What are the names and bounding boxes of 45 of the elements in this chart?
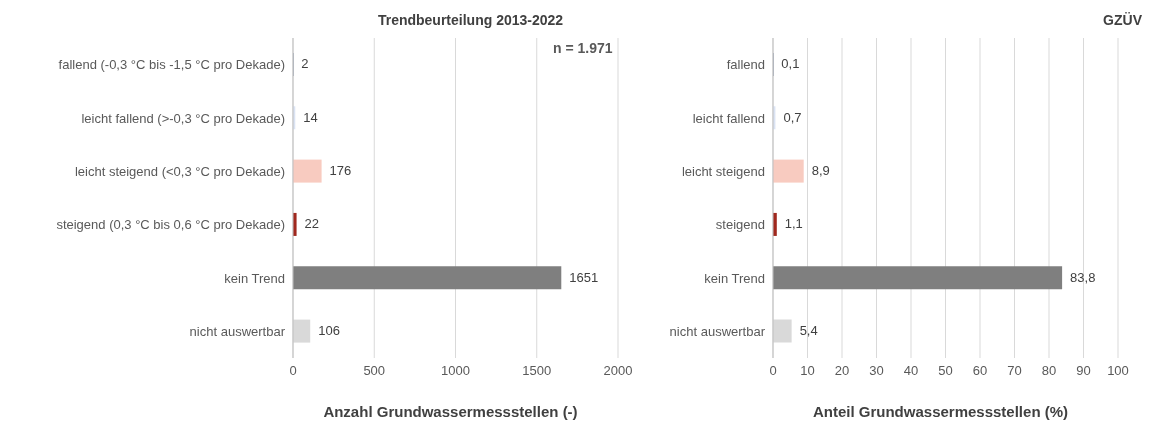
data-label: 176: [329, 163, 352, 179]
data-label: 2: [301, 56, 309, 72]
y-tick-label: leicht fallend (>-0,3 °C pro Dekade): [81, 110, 285, 126]
x-tick-label: 0: [769, 363, 777, 379]
y-tick-label: leicht steigend (<0,3 °C pro Dekade): [74, 163, 285, 179]
annotation: n = 1.971: [553, 40, 613, 56]
x-tick-label: 60: [972, 363, 988, 379]
x-tick-label: 50: [938, 363, 953, 379]
x-tick-label: 1000: [441, 363, 470, 379]
x-tick-label: 500: [363, 363, 386, 379]
y-tick-label: fallend (-0,3 °C bis -1,5 °C pro Dekade): [58, 57, 285, 73]
x-tick-label: 20: [834, 363, 850, 379]
data-label: 83,8: [1070, 269, 1096, 285]
x-tick-label: 0: [289, 363, 297, 379]
x-axis-title: Anzahl Grundwassermessstellen (-): [322, 403, 579, 420]
y-tick-label: fallend: [726, 57, 765, 73]
x-tick-label: 1500: [522, 363, 552, 379]
y-tick-label: nicht auswertbar: [669, 323, 766, 339]
x-tick-label: 100: [1107, 363, 1129, 379]
x-tick-label: 10: [800, 363, 815, 379]
data-label: 22: [304, 216, 320, 232]
chart-title: Trendbeurteilung 2013-2022: [376, 12, 565, 28]
y-tick-label: kein Trend: [704, 270, 765, 286]
x-tick-label: 70: [1007, 363, 1022, 379]
data-label: 1651: [569, 269, 599, 285]
x-axis-title: Anteil Grundwassermessstellen (%): [811, 403, 1070, 420]
data-label: 0,1: [781, 56, 800, 72]
y-tick-label: leicht fallend: [692, 110, 765, 126]
y-tick-label: steigend: [715, 217, 765, 233]
data-label: 14: [303, 109, 318, 125]
y-tick-label: steigend (0,3 °C bis 0,6 °C pro Dekade): [56, 217, 285, 233]
x-tick-label: 40: [903, 363, 919, 379]
x-tick-label: 80: [1041, 363, 1057, 379]
y-tick-label: nicht auswertbar: [189, 323, 286, 339]
text: GZÜV: [1103, 12, 1142, 28]
x-tick-label: 30: [869, 363, 884, 379]
y-tick-label: kein Trend: [224, 270, 285, 286]
data-label: 0,7: [783, 109, 802, 125]
y-tick-label: leicht steigend: [681, 163, 765, 179]
x-tick-label: 2000: [603, 363, 633, 379]
data-label: 1,1: [784, 216, 803, 232]
data-label: 106: [318, 323, 340, 339]
x-tick-label: 90: [1076, 363, 1091, 379]
data-label: 5,4: [799, 323, 818, 339]
data-label: 8,9: [811, 163, 830, 179]
